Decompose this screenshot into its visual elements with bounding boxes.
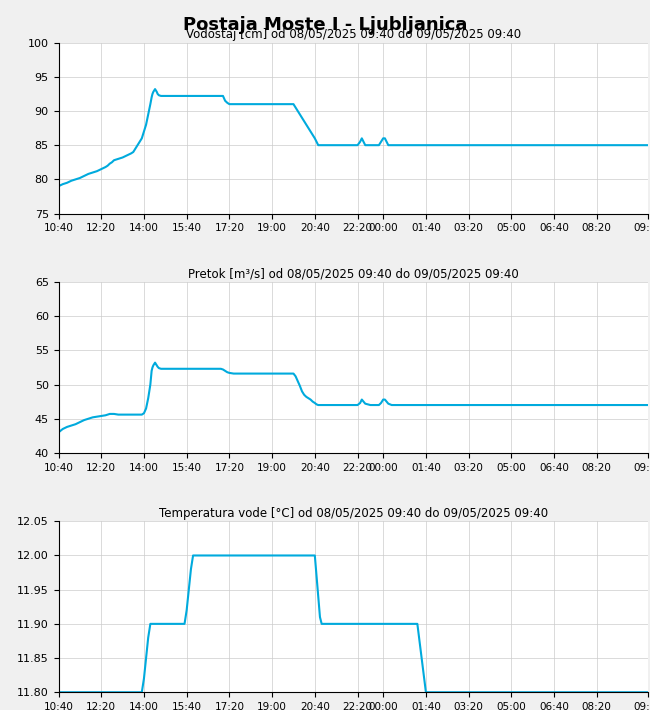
Title: Temperatura vode [°C] od 08/05/2025 09:40 do 09/05/2025 09:40: Temperatura vode [°C] od 08/05/2025 09:4… [159, 507, 548, 520]
Text: Postaja Moste I - Ljubljanica: Postaja Moste I - Ljubljanica [183, 16, 467, 34]
Title: Pretok [m³/s] od 08/05/2025 09:40 do 09/05/2025 09:40: Pretok [m³/s] od 08/05/2025 09:40 do 09/… [188, 268, 519, 280]
Title: Vodostaj [cm] od 08/05/2025 09:40 do 09/05/2025 09:40: Vodostaj [cm] od 08/05/2025 09:40 do 09/… [186, 28, 521, 41]
